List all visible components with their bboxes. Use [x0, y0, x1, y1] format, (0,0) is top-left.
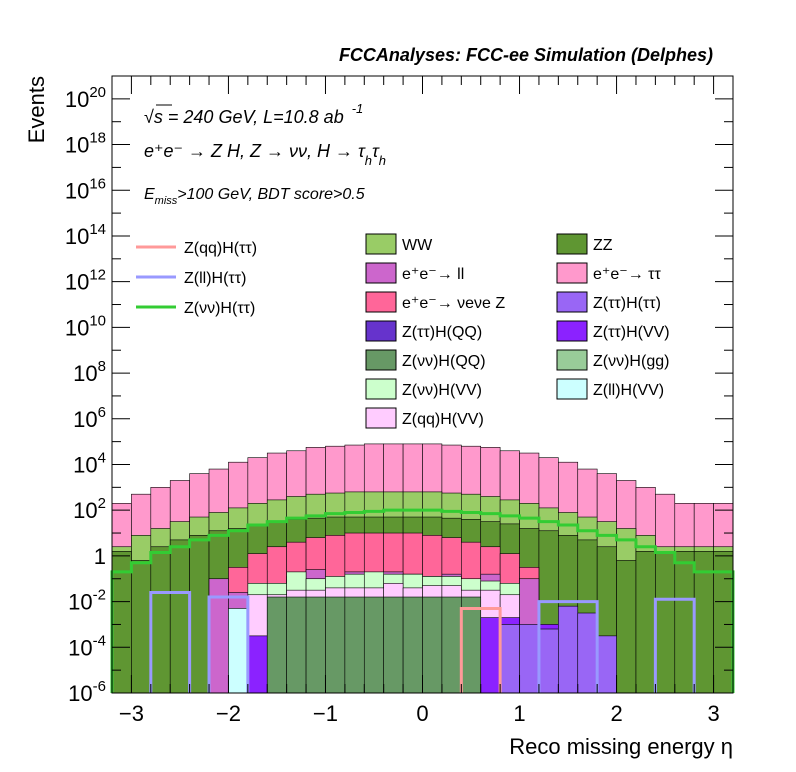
legend-swatch [556, 320, 588, 342]
bar [344, 596, 365, 694]
annotation-process: e⁺e⁻ → Z H, Z → νν, H → τhτh [144, 141, 386, 168]
y-tick-label: 1018 [65, 130, 106, 158]
bar [596, 635, 617, 694]
y-tick-label: 1016 [65, 175, 106, 203]
x-tick-label: 1 [513, 701, 525, 726]
layer-10 [266, 596, 482, 694]
y-axis-label: Events [24, 76, 49, 143]
x-tick-label: 0 [416, 701, 428, 726]
legend-label: Z(νν)H(VV) [402, 382, 482, 399]
legend-label: Z(qq)H(VV) [402, 411, 484, 428]
annotation-selection: Emiss>100 GeV, BDT score>0.5 [144, 186, 365, 207]
legend-swatch [365, 407, 397, 429]
y-tick-label: 102 [73, 495, 106, 523]
bar [383, 596, 404, 694]
signal-lines [110, 508, 735, 693]
x-tick-label: −1 [313, 701, 338, 726]
legend-swatch [556, 262, 588, 284]
y-tick-label: 10-2 [68, 587, 106, 615]
y-tick-label: 1014 [65, 221, 106, 249]
x-axis-label: Reco missing energy η [509, 734, 733, 759]
bar [131, 560, 152, 694]
x-tick-label: −3 [119, 701, 144, 726]
legend-label: Z(ll)H(ττ) [184, 270, 246, 287]
legend-swatch [365, 349, 397, 371]
signal-line-1 [149, 590, 696, 693]
bar [247, 635, 268, 694]
y-tick-labels: 1020 1018 1016 1014 1012 1010 108 106 104 102 1 10-… [65, 84, 106, 706]
legend-label: e⁺e⁻→ νeνe Z [402, 295, 505, 312]
chart-title: FCCAnalyses: FCC-ee Simulation (Delphes) [339, 45, 713, 65]
bar [519, 624, 540, 694]
bar [577, 612, 598, 694]
bar [325, 596, 346, 694]
x-tick-label: −2 [216, 701, 241, 726]
signal-line-2 [110, 508, 735, 693]
bar [635, 551, 656, 694]
bar [286, 596, 307, 694]
bar [169, 539, 190, 694]
legend-swatch [556, 291, 588, 313]
bar [480, 617, 501, 694]
legend-swatch [365, 262, 397, 284]
legend-label: Z(νν)H(QQ) [402, 353, 486, 370]
legend-swatch [556, 378, 588, 400]
bar [558, 605, 579, 694]
legend-label: e⁺e⁻→ ττ [593, 266, 661, 283]
bar [150, 546, 171, 694]
annotations: √s = 240 GeV, L=10.8 ab -1 e⁺e⁻ → Z H, Z →… [144, 101, 386, 207]
legend-label: Z(ττ)H(ττ) [593, 295, 661, 312]
legend: Z(qq)H(ττ) Z(ll)H(ττ) Z(νν)H(ττ) WW ZZ e⁺e⁻→ … [136, 233, 670, 429]
legend-label: Z(ττ)H(QQ) [402, 324, 482, 341]
bar [266, 596, 287, 694]
y-tick-label: 10-6 [68, 678, 106, 706]
bar [422, 596, 443, 694]
legend-label: WW [402, 237, 433, 254]
bar [616, 560, 637, 694]
y-tick-label: 104 [73, 449, 106, 477]
legend-swatch [365, 320, 397, 342]
legend-label: Z(ττ)H(VV) [593, 324, 670, 341]
x-tick-label: 2 [610, 701, 622, 726]
y-tick-label: 1010 [65, 312, 106, 340]
legend-swatch [365, 378, 397, 400]
legend-swatch [365, 233, 397, 255]
bar [189, 535, 210, 694]
layer-8 [499, 605, 617, 694]
bar [674, 551, 695, 694]
bar [305, 596, 326, 694]
signal-line-0 [459, 606, 502, 693]
bar [538, 628, 559, 694]
legend-label: Z(νν)H(gg) [593, 353, 669, 370]
legend-swatch [556, 233, 588, 255]
bar [499, 624, 520, 694]
bar [363, 596, 384, 694]
legend-swatch [365, 291, 397, 313]
y-tick-label: 1 [94, 544, 106, 569]
bar [461, 596, 482, 694]
y-tick-label: 106 [73, 404, 106, 432]
bar [655, 551, 676, 694]
legend-label: Z(νν)H(ττ) [184, 300, 255, 317]
x-tick-labels: −3 −2 −1 0 1 2 3 [119, 701, 720, 726]
legend-swatch [556, 349, 588, 371]
legend-label: e⁺e⁻→ ll [402, 266, 464, 283]
annotation-energy: √s = 240 GeV, L=10.8 ab -1 [144, 101, 363, 127]
legend-label: Z(ll)H(VV) [593, 382, 664, 399]
y-tick-label: 108 [73, 358, 106, 386]
bar [228, 608, 249, 694]
layer-11 [228, 608, 249, 694]
axis-ticks [111, 76, 734, 694]
bar [441, 596, 462, 694]
y-tick-label: 1020 [65, 84, 106, 112]
bar [402, 596, 423, 694]
x-tick-label: 3 [707, 701, 719, 726]
y-tick-label: 10-4 [68, 632, 106, 660]
y-tick-label: 1012 [65, 267, 106, 295]
legend-label: Z(qq)H(ττ) [184, 240, 257, 257]
legend-label: ZZ [593, 237, 613, 254]
